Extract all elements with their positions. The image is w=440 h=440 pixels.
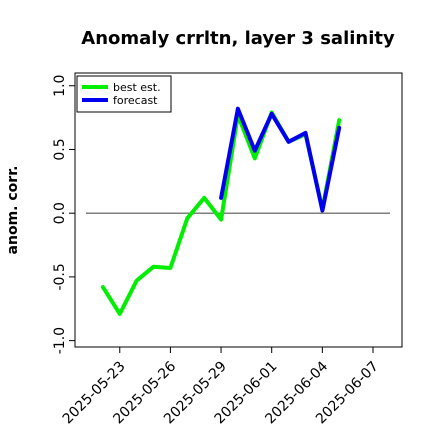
y-tick-label: -0.5 [52, 263, 68, 290]
plot-frame [74, 72, 403, 348]
series-line-forecast [219, 106, 342, 213]
y-tick-label: 0.5 [52, 138, 68, 160]
legend-box [76, 75, 172, 113]
y-tick-label: -1.0 [52, 327, 68, 354]
legend-label: best est. [113, 81, 161, 94]
y-axis-label: anom. corr. [5, 166, 21, 255]
y-tick-label: 0.0 [52, 202, 68, 224]
chart-title: Anomaly crrltn, layer 3 salinity [81, 28, 395, 49]
y-tick-label: 1.0 [52, 75, 68, 97]
legend-label: forecast [113, 94, 158, 107]
legend: best est.forecast [76, 75, 172, 113]
